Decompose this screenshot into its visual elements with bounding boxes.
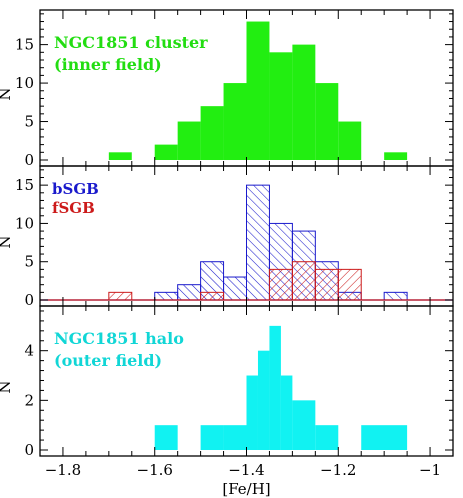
legend-entry-bsgb: bSGB (52, 180, 99, 198)
panel-annotation: NGC1851 cluster (54, 33, 208, 52)
histogram-bar (200, 291, 225, 301)
histogram-bar (291, 261, 316, 301)
histogram-bar (315, 83, 339, 160)
histogram-bar (177, 284, 202, 301)
histogram-bar (223, 425, 247, 450)
y-tick-label: 0 (24, 151, 34, 169)
histogram-bar (337, 268, 362, 301)
y-tick-label: 5 (24, 253, 34, 271)
panel-top: 0 5 10 15 N NGC1851 cluster (inner field) (0, 9, 454, 169)
histogram-bar (246, 184, 270, 301)
y-tick-label: 15 (15, 36, 34, 54)
y-tick-label: 4 (24, 342, 34, 360)
x-tick-label: −1.2 (320, 461, 356, 479)
bottom-series (154, 325, 408, 450)
histogram-bar (338, 121, 362, 160)
y-tick-label: 0 (24, 291, 34, 309)
histogram-bar (200, 425, 224, 450)
panel-middle: 0 5 10 15 NbSGBfSGB (0, 165, 454, 309)
x-tick-label: −1 (419, 461, 441, 479)
histogram-bar (154, 425, 178, 450)
histogram-bar (292, 44, 316, 160)
y-axis-label: N (0, 87, 14, 100)
histogram-bar (292, 400, 316, 450)
x-tick-label: −1.6 (137, 461, 173, 479)
histogram-bar (383, 291, 408, 301)
histogram-bar (223, 276, 248, 301)
histogram-bar (246, 375, 258, 450)
histogram-bar (315, 425, 339, 450)
histogram-bar (154, 291, 179, 301)
y-tick-label: 10 (15, 74, 34, 92)
panel-bottom: 0 2 4 N NGC1851 halo (outer field) −1.8 −1.6 −1.… (0, 305, 454, 498)
histogram-bar (108, 152, 132, 160)
panel-annotation: NGC1851 halo (54, 329, 184, 348)
histogram-bar (384, 152, 408, 160)
histogram-bar (314, 268, 339, 301)
histogram-bar (269, 52, 293, 160)
histogram-bar (257, 350, 270, 450)
histogram-bar (268, 268, 293, 301)
bsgb-series (40, 184, 453, 301)
histogram-bar (280, 375, 293, 450)
fsgb-series (40, 261, 453, 301)
histogram-bar (177, 121, 201, 160)
x-tick-label: −1.4 (228, 461, 264, 479)
histogram-bar (154, 144, 178, 160)
y-tick-label: 5 (24, 113, 34, 131)
top-series (108, 21, 408, 160)
histogram-bar (246, 21, 270, 160)
histogram-bar (108, 291, 133, 301)
y-tick-label: 2 (24, 391, 34, 409)
y-tick-label: 0 (24, 441, 34, 459)
histogram-bar (223, 83, 247, 160)
histogram-bar (269, 325, 281, 450)
x-tick-label: −1.8 (45, 461, 81, 479)
panel-annotation: (outer field) (54, 351, 162, 370)
y-tick-label: 10 (15, 214, 34, 232)
y-axis-label: N (0, 235, 14, 248)
y-tick-label: 15 (15, 176, 34, 194)
x-axis-label: [Fe/H] (222, 480, 270, 498)
histogram-bar (361, 425, 408, 450)
legend-entry-fsgb: fSGB (52, 199, 95, 217)
panel-annotation: (inner field) (54, 55, 162, 74)
y-axis-label: N (0, 380, 14, 393)
histogram-bar (200, 106, 224, 160)
